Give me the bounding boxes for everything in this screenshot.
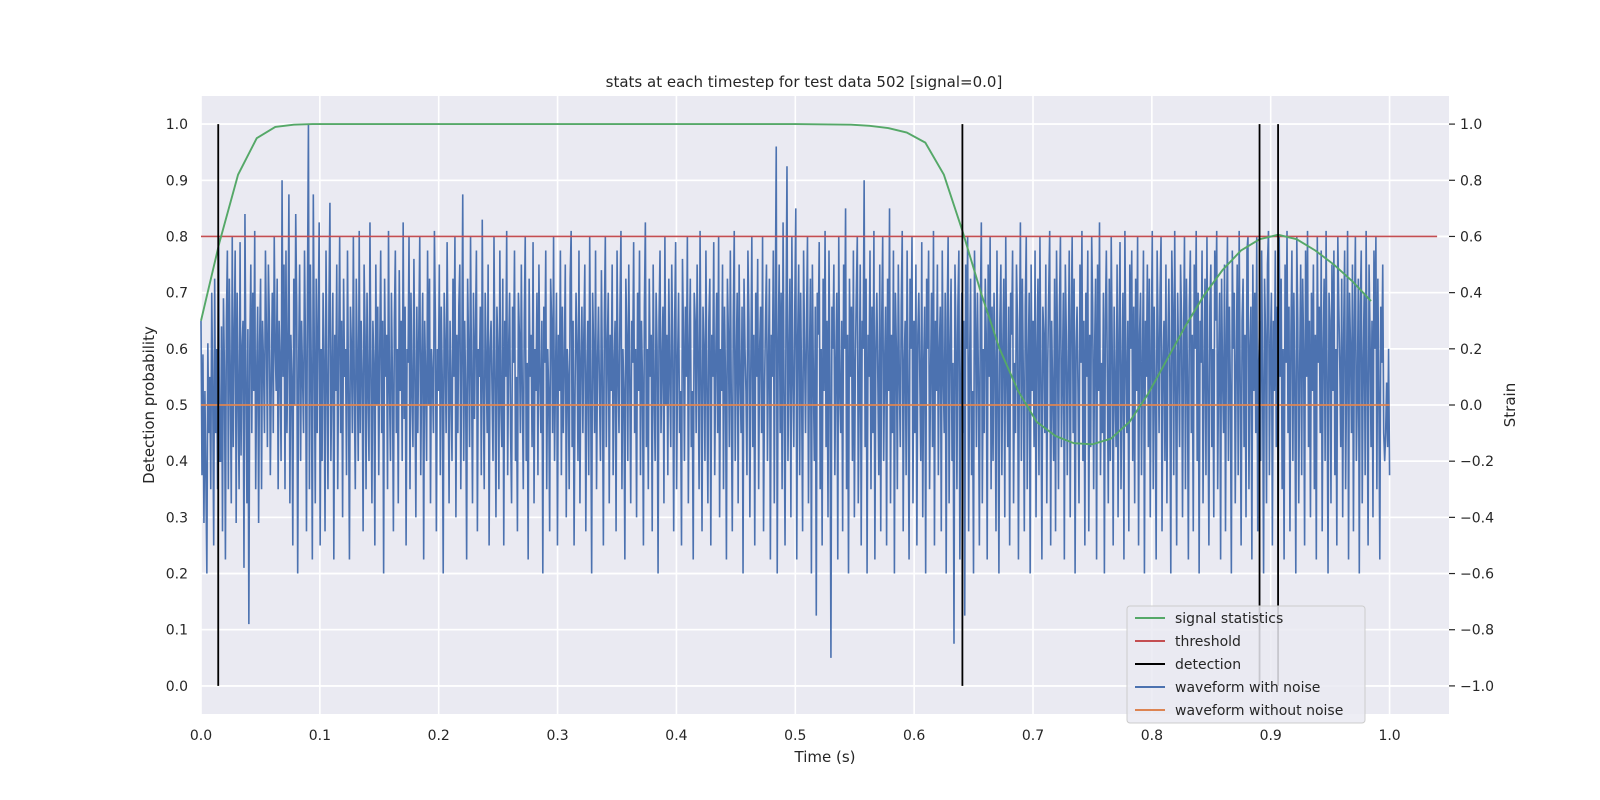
y-tick-label-right: −0.6	[1460, 567, 1494, 583]
y-tick-label-left: 0.8	[166, 229, 188, 245]
y-tick-label-right: 0.0	[1460, 398, 1482, 414]
legend-label: waveform with noise	[1175, 680, 1320, 696]
series-signal-statistics	[200, 123, 1372, 446]
y-tick-label-left: 0.3	[166, 510, 188, 526]
series-waveform-with-noise	[200, 124, 1391, 658]
y-tick-label-left: 0.2	[166, 567, 188, 583]
legend: signal statistics threshold detection wavef…	[1126, 605, 1366, 724]
y-tick-label-left: 0.6	[166, 342, 188, 358]
legend-label: threshold	[1175, 634, 1241, 650]
y-tick-label-left: 0.9	[166, 173, 188, 189]
x-tick-label: 0.0	[190, 728, 212, 744]
y-tick-label-left: 0.7	[166, 286, 188, 302]
x-axis-label: Time (s)	[794, 748, 856, 766]
y-tick-label-left: 0.5	[166, 398, 188, 414]
y-tick-label-left: 1.0	[166, 117, 188, 133]
y-tick-label-right: −1.0	[1460, 679, 1494, 695]
x-tick-label: 0.5	[784, 728, 806, 744]
chart-title: stats at each timestep for test data 502…	[606, 73, 1003, 91]
axis-ticks: 0.0 0.1 0.2 0.3 0.4 0.5 0.6 0.7 0.8 0.9 1.0 0.0 0.1 0…	[166, 117, 1494, 744]
legend-box	[1126, 605, 1366, 724]
legend-label: detection	[1175, 657, 1241, 673]
x-tick-label: 0.3	[546, 728, 568, 744]
x-tick-label: 0.8	[1141, 728, 1163, 744]
y-tick-label-left: 0.0	[166, 679, 188, 695]
legend-label: waveform without noise	[1175, 703, 1343, 719]
y-tick-label-left: 0.1	[166, 623, 188, 639]
legend-label: signal statistics	[1175, 611, 1283, 627]
y-tick-label-right: 0.6	[1460, 229, 1482, 245]
y-axis-label-right: Strain	[1501, 383, 1519, 427]
y-tick-label-left: 0.4	[166, 454, 188, 470]
y-tick-label-right: −0.8	[1460, 623, 1494, 639]
x-tick-label: 0.2	[428, 728, 450, 744]
y-tick-label-right: 1.0	[1460, 117, 1482, 133]
legend-items: signal statistics threshold detection wavef…	[1135, 611, 1343, 719]
x-tick-label: 0.6	[903, 728, 925, 744]
y-tick-label-right: 0.4	[1460, 286, 1482, 302]
y-tick-label-right: 0.2	[1460, 342, 1482, 358]
x-tick-label: 0.9	[1260, 728, 1282, 744]
y-tick-label-right: 0.8	[1460, 173, 1482, 189]
x-tick-label: 1.0	[1378, 728, 1400, 744]
y-tick-label-right: −0.4	[1460, 510, 1494, 526]
series-lines	[200, 123, 1438, 686]
y-tick-label-right: −0.2	[1460, 454, 1494, 470]
x-tick-label: 0.7	[1022, 728, 1044, 744]
x-tick-label: 0.4	[665, 728, 687, 744]
y-axis-label-left: Detection probability	[140, 326, 158, 484]
x-tick-label: 0.1	[309, 728, 331, 744]
